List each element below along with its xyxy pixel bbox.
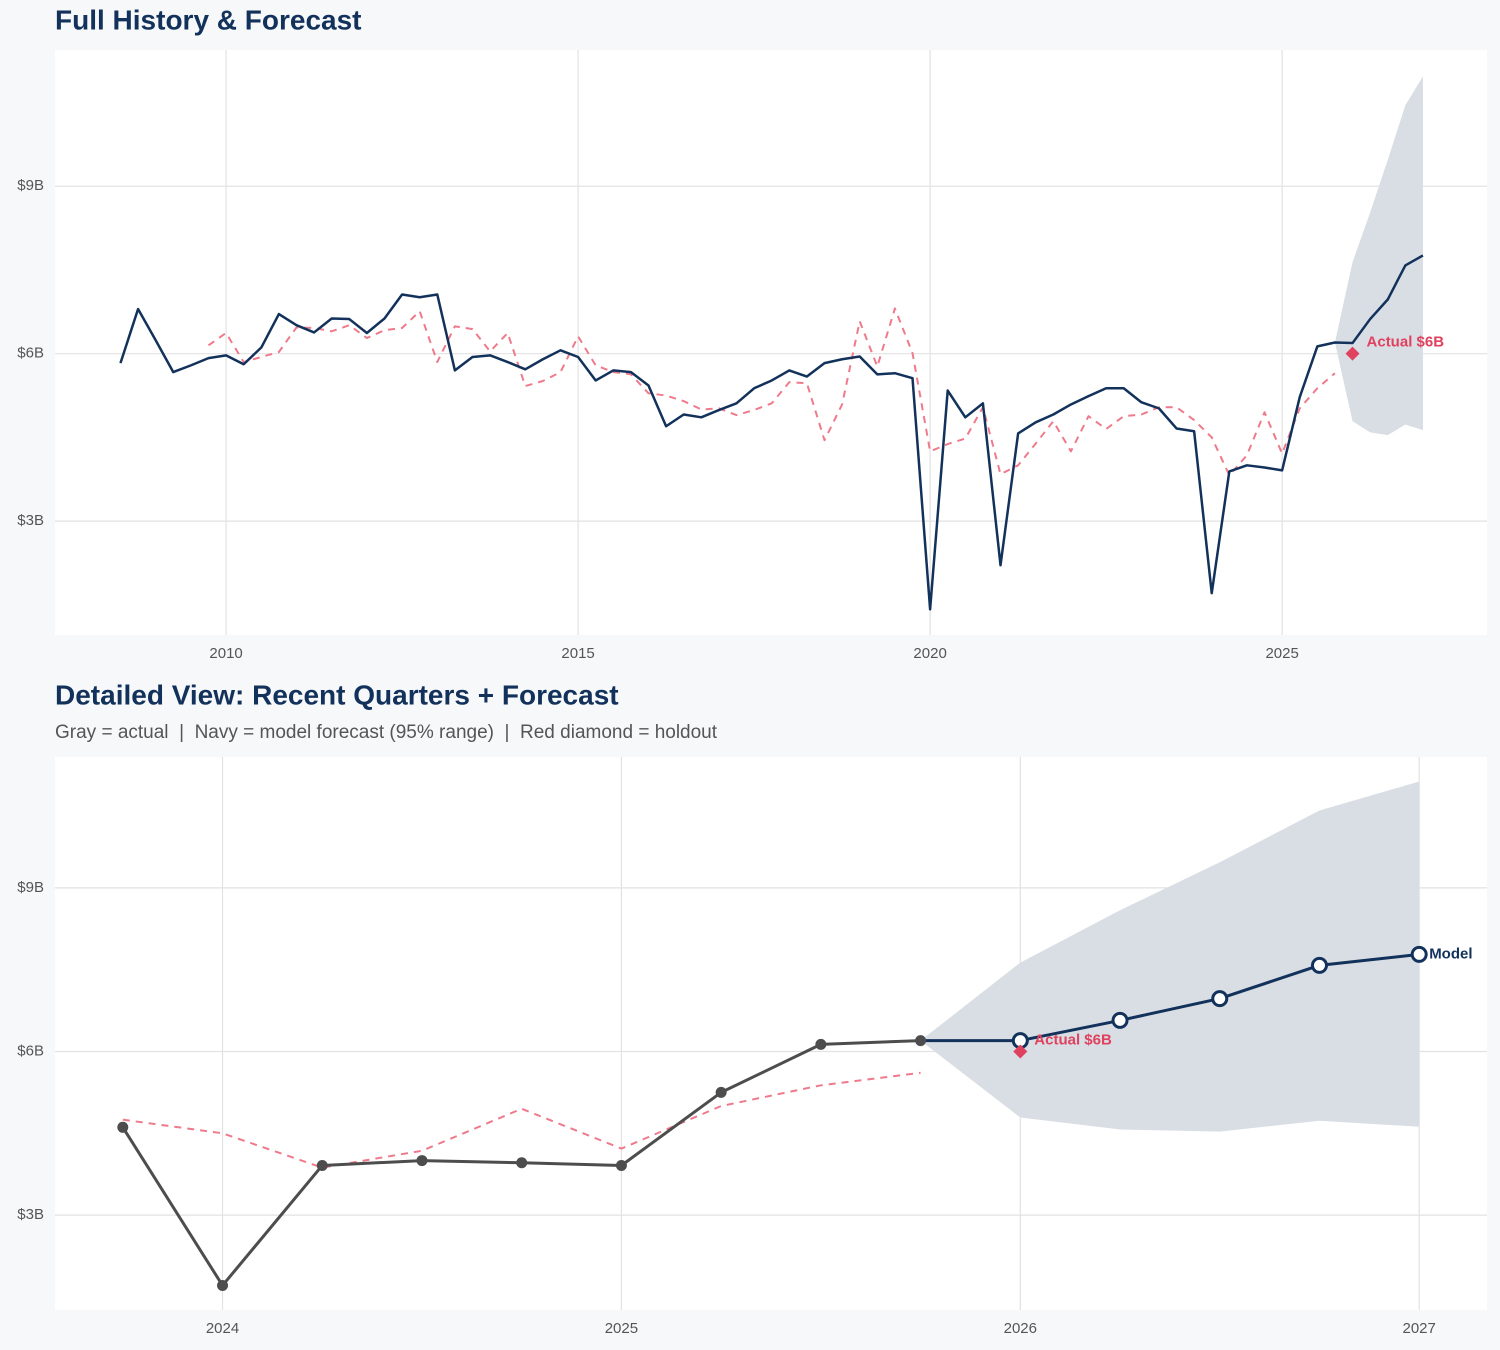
y-tick-label: $6B [17, 345, 44, 362]
marker [316, 1159, 328, 1171]
x-tick-label: 2015 [561, 645, 594, 662]
y-tick-label: $3B [17, 1206, 44, 1223]
y-tick-label: $9B [17, 879, 44, 896]
marker [1111, 1011, 1129, 1029]
x-tick-label: 2025 [1265, 645, 1298, 662]
marker [915, 1035, 927, 1047]
x-tick-label: 2024 [206, 1320, 239, 1337]
marker [416, 1155, 428, 1167]
holdout-diamond [1345, 346, 1360, 361]
annotation: Actual $6B [1034, 1031, 1112, 1048]
y-tick-label: $3B [17, 512, 44, 529]
y-tick-label: $9B [17, 177, 44, 194]
y-tick-label: $6B [17, 1042, 44, 1059]
marker [1310, 956, 1328, 974]
holdout-diamond [1013, 1044, 1028, 1059]
dashed-line [207, 307, 1336, 477]
x-tick-label: 2026 [1004, 1320, 1037, 1337]
marker [715, 1086, 727, 1098]
x-tick-label: 2027 [1403, 1320, 1436, 1337]
chart-title: Full History & Forecast [55, 4, 362, 35]
end-label: Model [1429, 945, 1472, 962]
marker [217, 1279, 229, 1291]
marker [516, 1157, 528, 1169]
marker [615, 1159, 627, 1171]
chart-panel: Detailed View: Recent Quarters + Forecas… [17, 679, 1487, 1337]
annotation: Actual $6B [1367, 334, 1445, 351]
marker [1410, 945, 1428, 963]
marker [815, 1038, 827, 1050]
marker [117, 1121, 129, 1133]
x-tick-label: 2020 [913, 645, 946, 662]
plot-area [55, 50, 1487, 635]
line [119, 254, 1424, 611]
forecast-band [1334, 76, 1423, 436]
chart-title: Detailed View: Recent Quarters + Forecas… [55, 679, 619, 710]
x-tick-label: 2025 [605, 1320, 638, 1337]
chart-subtitle: Gray = actual | Navy = model forecast (9… [55, 722, 718, 743]
chart-panel: Full History & Forecast 2010 2015 2020 2025 $… [17, 4, 1487, 662]
marker [1211, 990, 1229, 1008]
dashed-line [122, 1071, 921, 1169]
forecast-band [920, 781, 1420, 1132]
x-tick-label: 2010 [209, 645, 242, 662]
